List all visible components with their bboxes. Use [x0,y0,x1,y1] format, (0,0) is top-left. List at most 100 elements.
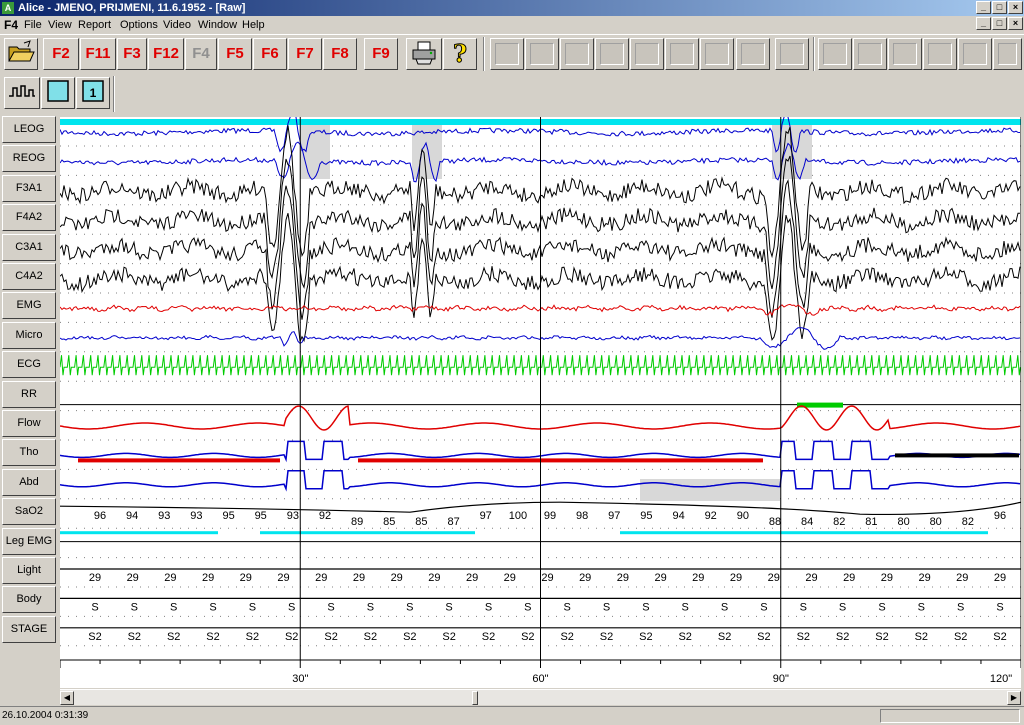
empty-tool-button[interactable] [853,38,887,70]
toolbar-separator [483,37,485,71]
stage-value: S2 [167,631,180,643]
channel-label-c3a1[interactable]: C3A1 [2,233,56,261]
channel-label-tho[interactable]: Tho [2,439,56,467]
stage-value: S2 [836,631,849,643]
stage-value: S2 [560,631,573,643]
channel-label-emg[interactable]: EMG [2,292,56,320]
montage-button[interactable] [4,77,40,109]
stage-value: S2 [797,631,810,643]
empty-tool-button[interactable] [595,38,629,70]
view-toolbar: 1 [0,74,1024,114]
print-button[interactable] [406,38,442,70]
menu-report[interactable]: Report [78,19,112,31]
open-button[interactable] [4,38,38,70]
printer-icon [412,41,436,65]
empty-tool-button[interactable] [630,38,664,70]
f2-button[interactable]: F2 [43,38,79,70]
stage-value: S2 [993,631,1006,643]
page-number-label: 1 [89,86,97,100]
light-value: 29 [164,572,176,584]
empty-tool-button[interactable] [700,38,734,70]
stage-value: S2 [678,631,691,643]
empty-tool-button[interactable] [665,38,699,70]
f5-button[interactable]: F5 [218,38,252,70]
close-button[interactable]: × [1008,1,1023,14]
empty-tool-button[interactable] [888,38,922,70]
channel-label-light[interactable]: Light [2,557,56,584]
empty-tool-button[interactable] [736,38,770,70]
channel-label-f3a1[interactable]: F3A1 [2,174,56,202]
channel-label-stage[interactable]: STAGE [2,615,56,643]
f8-button[interactable]: F8 [323,38,357,70]
stage-value: S2 [757,631,770,643]
menu-window[interactable]: Window [198,19,238,31]
light-value: 29 [541,572,553,584]
sao2-value: 92 [319,510,331,522]
f11-button[interactable]: F11 [80,38,116,70]
f7-button[interactable]: F7 [288,38,322,70]
sao2-value: 82 [833,516,845,528]
empty-tool-button[interactable] [775,38,809,70]
body-value: S [996,601,1003,613]
signal-plot[interactable]: 96 94 93 93 95 95 93 92 89 85 85 87 97 100 99 98 97 95 94 9… [60,117,1021,688]
light-value: 29 [127,572,139,584]
menu-view[interactable]: View [48,19,72,31]
channel-label-body[interactable]: Body [2,586,56,614]
sao2-value: 81 [865,516,877,528]
maximize-button[interactable]: □ [992,1,1007,14]
scroll-thumb[interactable] [472,691,478,705]
window-title: Alice - JMENO, PRIJMENI, 11.6.1952 - [Ra… [18,2,246,14]
f3-button[interactable]: F3 [117,38,147,70]
empty-tool-button[interactable] [818,38,852,70]
screen-button[interactable] [41,77,75,109]
minimize-button[interactable]: _ [976,1,991,14]
empty-tool-button[interactable] [993,38,1022,70]
page-button[interactable]: 1 [76,77,110,109]
channel-label-rr[interactable]: RR [2,380,56,408]
channel-label-sao2[interactable]: SaO2 [2,498,56,526]
event-shading [412,119,442,179]
light-value: 29 [353,572,365,584]
channel-label-ecg[interactable]: ECG [2,351,56,379]
screen-icon [47,80,69,102]
f6-button[interactable]: F6 [253,38,287,70]
mdi-child-icon[interactable]: F4 [4,18,19,32]
help-button[interactable]: ? [443,38,477,70]
empty-tool-button[interactable] [560,38,594,70]
sao2-value: 85 [415,516,427,528]
channel-label-flow[interactable]: Flow [2,410,56,437]
channel-label-f4a2[interactable]: F4A2 [2,204,56,232]
menu-options[interactable]: Options [120,19,158,31]
body-value: S [249,601,256,613]
empty-tool-button[interactable] [958,38,992,70]
sao2-value: 95 [640,510,652,522]
menu-video[interactable]: Video [163,19,191,31]
f4-button[interactable]: F4 [185,38,217,70]
f12-button[interactable]: F12 [148,38,184,70]
menu-file[interactable]: File [24,19,42,31]
channel-label-leog[interactable]: LEOG [2,116,56,143]
channel-label-leg-emg[interactable]: Leg EMG [2,527,56,555]
channel-label-reog[interactable]: REOG [2,145,56,173]
child-close-button[interactable]: × [1008,17,1023,30]
sao2-value: 94 [126,510,138,522]
signal-traces: 96 94 93 93 95 95 93 92 89 85 85 87 97 100 99 98 97 95 94 9… [60,117,1021,685]
sao2-trace [60,501,1021,516]
light-value: 29 [466,572,478,584]
empty-tool-button[interactable] [923,38,957,70]
empty-tool-button[interactable] [525,38,559,70]
channel-label-c4a2[interactable]: C4A2 [2,263,56,290]
sao2-value: 88 [769,516,781,528]
f9-button[interactable]: F9 [364,38,398,70]
child-restore-button[interactable]: □ [992,17,1007,30]
sao2-value: 82 [962,516,974,528]
empty-tool-button[interactable] [490,38,524,70]
stage-value: S2 [954,631,967,643]
horizontal-scrollbar[interactable]: ◀ ▶ [60,689,1021,705]
channel-label-abd[interactable]: Abd [2,468,56,496]
channel-label-micro[interactable]: Micro [2,321,56,349]
scroll-left-button[interactable]: ◀ [60,691,74,705]
child-minimize-button[interactable]: _ [976,17,991,30]
menu-help[interactable]: Help [242,19,265,31]
scroll-right-button[interactable]: ▶ [1007,691,1021,705]
